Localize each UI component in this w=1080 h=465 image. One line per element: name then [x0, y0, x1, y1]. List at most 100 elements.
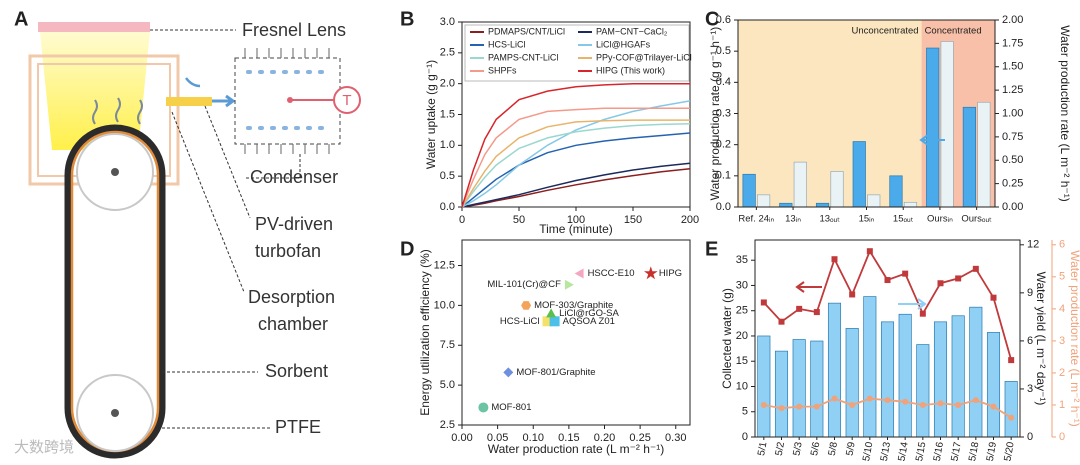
plot-frame — [737, 19, 996, 208]
x-tick-label: 13ₒᵤₜ — [819, 214, 840, 225]
y-tick-label: 1.25 — [1002, 84, 1023, 96]
line-marker — [990, 403, 997, 410]
bar — [774, 350, 789, 438]
y-tick-label: 3.0 — [440, 16, 455, 28]
series-line — [461, 107, 690, 208]
y-tick-label: 0.0 — [440, 201, 455, 213]
line-marker — [813, 403, 820, 410]
x-tick-label: Oursᵢₙ — [927, 214, 953, 225]
series-line — [461, 132, 691, 208]
x-tick-label: 5/3 — [791, 441, 804, 457]
axis-title: Water uptake (g g⁻¹) — [424, 60, 438, 169]
bar — [742, 173, 756, 208]
bar — [852, 141, 866, 208]
y-tick-label: 4 — [1059, 303, 1065, 315]
axle — [111, 168, 119, 176]
x-tick-label: 5/14 — [897, 441, 911, 463]
y-tick-label: 5.0 — [440, 379, 455, 391]
bar — [757, 194, 771, 208]
x-tick-label: 0.25 — [629, 432, 650, 444]
series-line — [461, 119, 690, 208]
line-marker — [990, 294, 997, 301]
y-tick-label: 30 — [736, 279, 748, 291]
annotation-arrow — [795, 281, 822, 293]
y-tick-label: 0.25 — [1002, 178, 1023, 190]
point-label: LiCl@rGO-SA — [559, 308, 619, 319]
y-tick-label: 2.00 — [1002, 14, 1023, 26]
y-tick-label: 7.5 — [440, 339, 455, 351]
y-tick-label: 0.2 — [716, 139, 731, 151]
x-tick-label: Ref. 24ᵢₙ — [738, 214, 774, 225]
series-line — [461, 123, 691, 208]
bar — [1004, 381, 1018, 438]
fresnel-lens — [38, 22, 150, 32]
y-tick-label: 10 — [736, 380, 748, 392]
light-beam — [40, 32, 150, 150]
callout: Desorption — [248, 287, 335, 307]
bar — [867, 194, 881, 208]
line-marker — [831, 395, 838, 402]
watermark: 大数跨境 — [14, 438, 74, 456]
line-marker — [778, 318, 785, 325]
y-tick-label: 35 — [736, 254, 748, 266]
y-tick-label: 0.0 — [716, 201, 731, 213]
legend-label: PPy-COF@Trilayer-LiCl — [596, 52, 692, 62]
legend-box — [464, 24, 690, 82]
x-tick-label: 5/1 — [756, 441, 769, 457]
y-tick-label: 12.5 — [434, 259, 455, 271]
bar — [889, 175, 903, 208]
y-tick-label: 0.4 — [716, 76, 731, 88]
line-marker — [884, 277, 891, 284]
x-tick-label: Oursₒᵤₜ — [961, 214, 992, 225]
x-tick-label: 5/2 — [774, 441, 787, 457]
y-tick-label: 1.00 — [1002, 107, 1023, 119]
bar — [863, 296, 877, 438]
point-label: HCS-LiCl — [500, 316, 540, 327]
line-marker — [760, 401, 767, 408]
callout: PV-driven — [255, 214, 333, 234]
x-tick-label: 50 — [513, 214, 525, 226]
legend-label: LiCl@HGAFs — [596, 39, 651, 49]
bar — [916, 344, 930, 438]
legend-label: PAM−CNT−CaCl₂ — [596, 26, 668, 36]
line-marker — [937, 400, 944, 407]
x-tick-label: 5/20 — [1003, 441, 1017, 463]
y-tick-label: 5 — [742, 406, 748, 418]
point-label: MOF-801/Graphite — [516, 367, 595, 378]
x-tick-label: 5/18 — [967, 441, 981, 463]
x-tick-label: 0.15 — [558, 432, 579, 444]
leader-line — [245, 154, 301, 179]
probe-tip — [287, 97, 293, 103]
panel-label: B — [400, 8, 414, 30]
leader-line — [204, 105, 251, 219]
y-tick-label: 0.50 — [1002, 154, 1023, 166]
bar — [986, 332, 1001, 438]
annotation: Concentrated — [925, 26, 982, 37]
y-tick-label: 1 — [1059, 399, 1065, 411]
legend-label: PDMAPS/CNT/LiCl — [488, 26, 565, 36]
line-marker — [937, 280, 944, 287]
panel-label: D — [400, 238, 414, 260]
callout: Condenser — [250, 167, 338, 187]
x-tick-label: 0.05 — [487, 432, 508, 444]
point — [644, 266, 658, 280]
y-tick-label: 5 — [1059, 271, 1065, 283]
callout: chamber — [258, 314, 328, 334]
x-tick-label: 0.10 — [523, 432, 544, 444]
x-axis-title: Time (minute) — [539, 222, 613, 236]
x-tick-label: 5/15 — [914, 441, 928, 463]
y-tick-label: 1.75 — [1002, 37, 1023, 49]
line-marker — [884, 397, 891, 404]
y-tick-label: 0.00 — [1002, 201, 1023, 213]
air-arrow — [212, 94, 236, 108]
y-tick-label: 9 — [1027, 287, 1033, 299]
legend-label: HCS-LiCl — [488, 39, 526, 49]
x-tick-label: 5/10 — [861, 441, 875, 463]
y-tick-label: 0.1 — [716, 170, 731, 182]
y-tick-label: 3 — [1027, 383, 1033, 395]
legend-label: SHPFs — [488, 65, 517, 75]
point-label: MIL-101(Cr)@CF — [487, 279, 561, 290]
y-tick-label: 0.5 — [716, 45, 731, 57]
axis-title: Water production rate (L m⁻² h⁻¹) — [1068, 250, 1080, 427]
